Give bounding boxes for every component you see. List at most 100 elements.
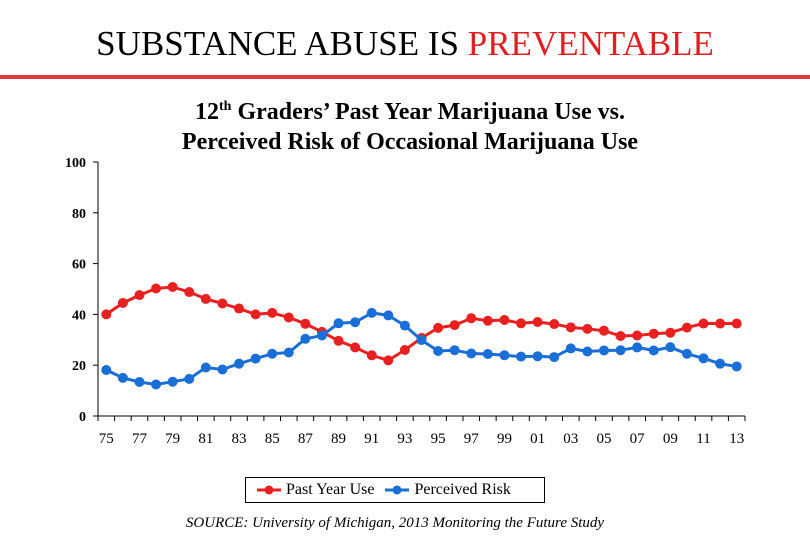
data-point-past-year-use (250, 309, 261, 320)
data-point-perceived-risk (316, 330, 327, 341)
data-point-past-year-use (632, 330, 643, 341)
data-point-perceived-risk (399, 320, 410, 331)
x-tick-label: 95 (431, 431, 446, 447)
x-tick-label: 89 (331, 431, 346, 447)
data-point-past-year-use (200, 293, 211, 304)
x-tick-label: 01 (530, 431, 545, 447)
title-divider (0, 75, 810, 79)
data-point-past-year-use (532, 317, 543, 328)
x-tick-label: 75 (99, 431, 114, 447)
data-point-perceived-risk (167, 376, 178, 387)
data-point-past-year-use (549, 319, 560, 330)
legend-item-past-year-use: Past Year Use (256, 481, 374, 499)
data-point-perceived-risk (499, 350, 510, 361)
data-point-perceived-risk (681, 348, 692, 359)
data-point-perceived-risk (698, 353, 709, 364)
data-point-past-year-use (681, 322, 692, 333)
data-point-past-year-use (333, 335, 344, 346)
data-point-past-year-use (217, 298, 228, 309)
x-tick-label: 85 (265, 431, 280, 447)
data-point-past-year-use (117, 297, 128, 308)
data-point-perceived-risk (383, 310, 394, 321)
data-point-past-year-use (516, 318, 527, 329)
data-point-perceived-risk (250, 353, 261, 364)
data-point-perceived-risk (350, 317, 361, 328)
data-point-past-year-use (383, 355, 394, 366)
data-point-perceived-risk (217, 364, 228, 375)
data-point-past-year-use (665, 327, 676, 338)
data-point-perceived-risk (117, 372, 128, 383)
chart-title-line1: 12th Graders’ Past Year Marijuana Use vs… (130, 92, 690, 127)
data-point-past-year-use (283, 312, 294, 323)
series-line-perceived-risk (105, 311, 737, 386)
data-point-past-year-use (267, 307, 278, 318)
data-point-perceived-risk (234, 358, 245, 369)
data-point-past-year-use (698, 318, 709, 329)
data-point-past-year-use (466, 313, 477, 324)
data-point-past-year-use (350, 342, 361, 353)
data-point-perceived-risk (582, 346, 593, 357)
data-point-perceived-risk (598, 345, 609, 356)
data-point-perceived-risk (433, 345, 444, 356)
x-tick-label: 91 (364, 431, 379, 447)
data-point-past-year-use (101, 309, 112, 320)
data-point-past-year-use (449, 320, 460, 331)
data-point-perceived-risk (516, 351, 527, 362)
x-tick-label: 99 (497, 431, 512, 447)
data-point-perceived-risk (366, 307, 377, 318)
data-point-perceived-risk (200, 362, 211, 373)
data-point-past-year-use (134, 290, 145, 301)
data-point-past-year-use (300, 318, 311, 329)
x-tick-label: 83 (232, 431, 247, 447)
data-point-perceived-risk (731, 361, 742, 372)
chart-title-line2: Perceived Risk of Occasional Marijuana U… (181, 129, 639, 155)
source-note: SOURCE: University of Michigan, 2013 Mon… (185, 515, 605, 531)
data-point-perceived-risk (715, 358, 726, 369)
x-tick-label: 11 (696, 431, 710, 447)
data-point-past-year-use (184, 287, 195, 298)
y-tick-label: 60 (72, 258, 86, 273)
data-point-past-year-use (433, 322, 444, 333)
y-tick-label: 20 (72, 359, 86, 374)
x-tick-label: 07 (630, 431, 646, 447)
data-point-perceived-risk (632, 342, 643, 353)
legend-marker-red-line (257, 485, 281, 495)
data-point-past-year-use (565, 322, 576, 333)
slide-title-main: SUBSTANCE ABUSE IS (96, 24, 468, 63)
x-tick-label: 13 (729, 431, 744, 447)
y-tick-label: 80 (72, 207, 86, 222)
legend-marker-blue-line (385, 485, 410, 495)
y-tick-label: 100 (65, 156, 86, 171)
legend: Past Year Use Perceived Risk (245, 477, 545, 503)
x-tick-label: 09 (663, 431, 678, 447)
chart-title-number: 12 (195, 99, 220, 125)
data-point-perceived-risk (101, 365, 112, 376)
data-point-perceived-risk (267, 348, 278, 359)
data-point-past-year-use (482, 315, 493, 326)
data-point-perceived-risk (416, 335, 427, 346)
legend-label-perceived-risk: Perceived Risk (414, 481, 511, 498)
x-tick-label: 97 (464, 431, 480, 447)
data-point-perceived-risk (665, 342, 676, 353)
data-point-perceived-risk (184, 373, 195, 384)
data-point-past-year-use (399, 344, 410, 355)
chart-title-rest: Graders’ Past Year Marijuana Use vs. (231, 99, 625, 125)
data-point-perceived-risk (466, 348, 477, 359)
x-tick-label: 87 (298, 431, 314, 447)
slide-title: SUBSTANCE ABUSE IS PREVENTABLE (0, 24, 810, 64)
data-point-perceived-risk (300, 333, 311, 344)
data-point-past-year-use (582, 323, 593, 334)
data-point-past-year-use (648, 328, 659, 339)
data-point-perceived-risk (532, 351, 543, 362)
x-tick-label: 05 (596, 431, 611, 447)
data-point-perceived-risk (648, 345, 659, 356)
data-point-past-year-use (598, 325, 609, 336)
x-tick-label: 81 (198, 431, 213, 447)
data-point-perceived-risk (549, 352, 560, 363)
data-point-past-year-use (234, 303, 245, 314)
data-point-perceived-risk (333, 318, 344, 329)
legend-label-past-year-use: Past Year Use (286, 481, 375, 498)
data-point-past-year-use (615, 330, 626, 341)
slide-title-accent: PREVENTABLE (467, 24, 714, 63)
data-point-perceived-risk (565, 343, 576, 354)
